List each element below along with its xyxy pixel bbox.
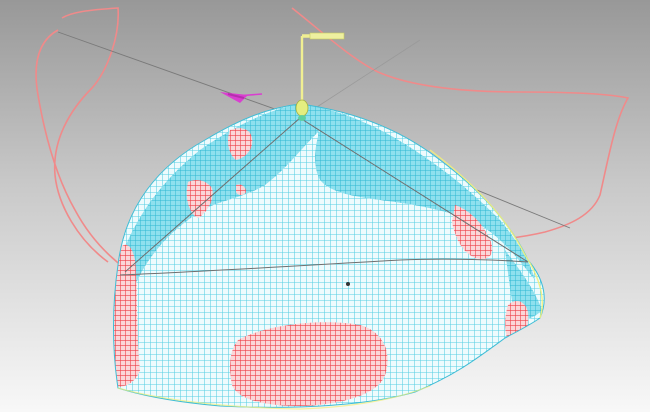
deviation-region-small-1 [228,128,253,160]
deviation-region-small-3 [236,184,246,195]
section-line-right [299,117,529,263]
mesh-rim-bottom [117,385,431,410]
section-line-horizontal [119,258,529,276]
boundary-outline-left [35,29,131,273]
section-line-left [124,117,301,273]
mesh-rim-highlight [429,149,543,319]
deviation-region-right [452,205,493,260]
boundary-outline [53,7,119,263]
magenta-arrow-icon[interactable] [220,92,263,103]
center-point-icon [346,282,350,286]
deviation-region-small-2 [186,180,213,218]
deviation-region-bottom [230,322,388,406]
axis-line-up-right [299,39,421,119]
vertical-probe-icon[interactable] [295,32,345,121]
deviation-region-left [113,244,140,387]
mesh-cyan-region [113,104,535,300]
axis-line-diagonal-left [57,31,301,119]
boundary-outline-top [291,7,630,243]
